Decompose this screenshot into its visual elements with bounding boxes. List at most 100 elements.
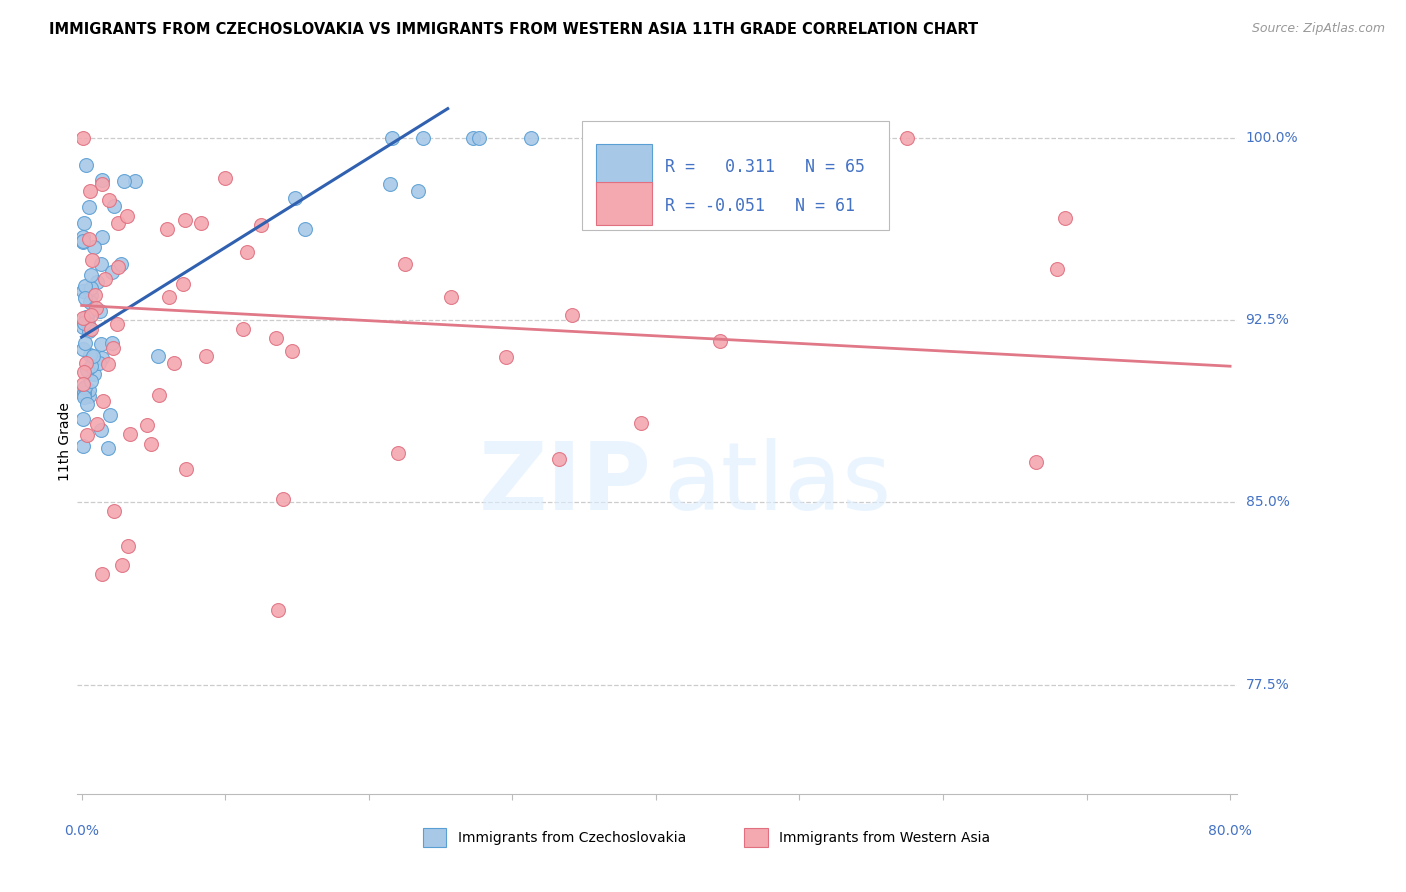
Point <box>79 281 101 295</box>
Text: 100.0%: 100.0% <box>1246 131 1298 145</box>
Point <box>115 209 138 223</box>
Point <box>72 310 94 325</box>
Point <box>111 558 134 572</box>
Point <box>118 427 141 442</box>
Point <box>79 184 101 198</box>
Point <box>90 177 112 191</box>
Y-axis label: 11th Grade: 11th Grade <box>58 402 72 481</box>
Point <box>72 343 94 357</box>
Point <box>75 291 97 305</box>
Point <box>162 356 184 370</box>
Point <box>80 268 103 282</box>
Point <box>1053 211 1076 225</box>
Text: 92.5%: 92.5% <box>1246 313 1289 327</box>
Point <box>174 461 197 475</box>
Point <box>236 244 259 259</box>
Point <box>75 356 97 370</box>
Point <box>72 377 94 392</box>
Point <box>82 349 104 363</box>
Point <box>72 284 94 298</box>
Point <box>214 170 236 185</box>
Point <box>76 396 98 410</box>
Point <box>72 412 94 426</box>
Point <box>83 367 105 381</box>
Point <box>79 383 101 397</box>
Text: R =   0.311   N = 65: R = 0.311 N = 65 <box>665 159 866 177</box>
Point <box>72 130 94 145</box>
Point <box>72 234 94 248</box>
Point <box>825 210 848 224</box>
Point <box>463 130 485 145</box>
Point <box>76 428 98 442</box>
Point <box>97 442 120 456</box>
Point <box>194 349 217 363</box>
Point <box>172 277 194 292</box>
Point <box>174 213 197 227</box>
Point <box>103 341 125 355</box>
Point <box>394 256 416 270</box>
Point <box>896 130 918 145</box>
Point <box>190 216 212 230</box>
Point <box>135 418 157 433</box>
Point <box>73 316 96 330</box>
Point <box>73 385 96 400</box>
Text: Immigrants from Western Asia: Immigrants from Western Asia <box>779 830 990 845</box>
Point <box>232 322 254 336</box>
Point <box>77 324 100 338</box>
Point <box>83 239 105 253</box>
Point <box>139 437 162 451</box>
Point <box>98 408 121 422</box>
Point <box>1024 455 1046 469</box>
Point <box>468 130 491 145</box>
Point <box>79 294 101 309</box>
FancyBboxPatch shape <box>582 121 890 230</box>
Point <box>90 337 112 351</box>
Text: Immigrants from Czechoslovakia: Immigrants from Czechoslovakia <box>458 830 686 845</box>
Point <box>72 387 94 401</box>
Point <box>80 374 103 388</box>
Point <box>1046 262 1069 277</box>
Point <box>156 222 179 236</box>
Point <box>97 193 120 207</box>
Point <box>387 445 409 459</box>
FancyBboxPatch shape <box>423 828 446 847</box>
Point <box>267 603 290 617</box>
Point <box>89 303 111 318</box>
Point <box>561 308 583 322</box>
Point <box>284 191 307 205</box>
Point <box>110 257 132 271</box>
Point <box>73 380 96 394</box>
Point <box>90 351 112 365</box>
Point <box>86 417 108 432</box>
FancyBboxPatch shape <box>596 145 651 186</box>
Point <box>117 539 139 553</box>
Point <box>77 200 100 214</box>
Point <box>80 252 103 267</box>
Point <box>107 216 129 230</box>
Point <box>90 257 112 271</box>
Point <box>76 362 98 376</box>
Point <box>381 130 404 145</box>
Point <box>80 321 103 335</box>
Point <box>73 279 96 293</box>
Point <box>91 173 114 187</box>
Point <box>72 382 94 396</box>
Point <box>75 158 97 172</box>
Point <box>146 349 169 363</box>
Point <box>101 336 124 351</box>
Point <box>157 290 180 304</box>
Point <box>112 174 135 188</box>
Point <box>72 320 94 334</box>
Point <box>84 301 107 315</box>
Text: 80.0%: 80.0% <box>1208 824 1251 838</box>
Point <box>73 216 96 230</box>
Point <box>75 310 97 324</box>
Point <box>520 130 543 145</box>
Point <box>76 317 98 331</box>
Text: ZIP: ZIP <box>478 438 651 530</box>
Point <box>93 272 115 286</box>
Point <box>294 221 316 235</box>
Point <box>73 390 96 404</box>
FancyBboxPatch shape <box>744 828 768 847</box>
Text: 85.0%: 85.0% <box>1246 495 1289 509</box>
